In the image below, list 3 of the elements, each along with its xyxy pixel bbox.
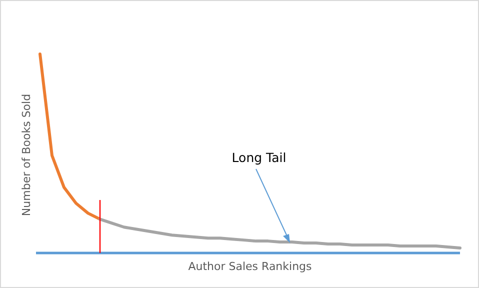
x-axis-title: Author Sales Rankings — [188, 260, 312, 273]
y-axis-title: Number of Books Sold — [20, 94, 33, 216]
annotation: Long Tail — [232, 150, 286, 165]
